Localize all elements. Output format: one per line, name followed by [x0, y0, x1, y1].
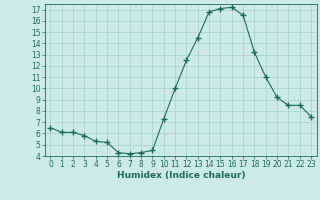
X-axis label: Humidex (Indice chaleur): Humidex (Indice chaleur) — [116, 171, 245, 180]
